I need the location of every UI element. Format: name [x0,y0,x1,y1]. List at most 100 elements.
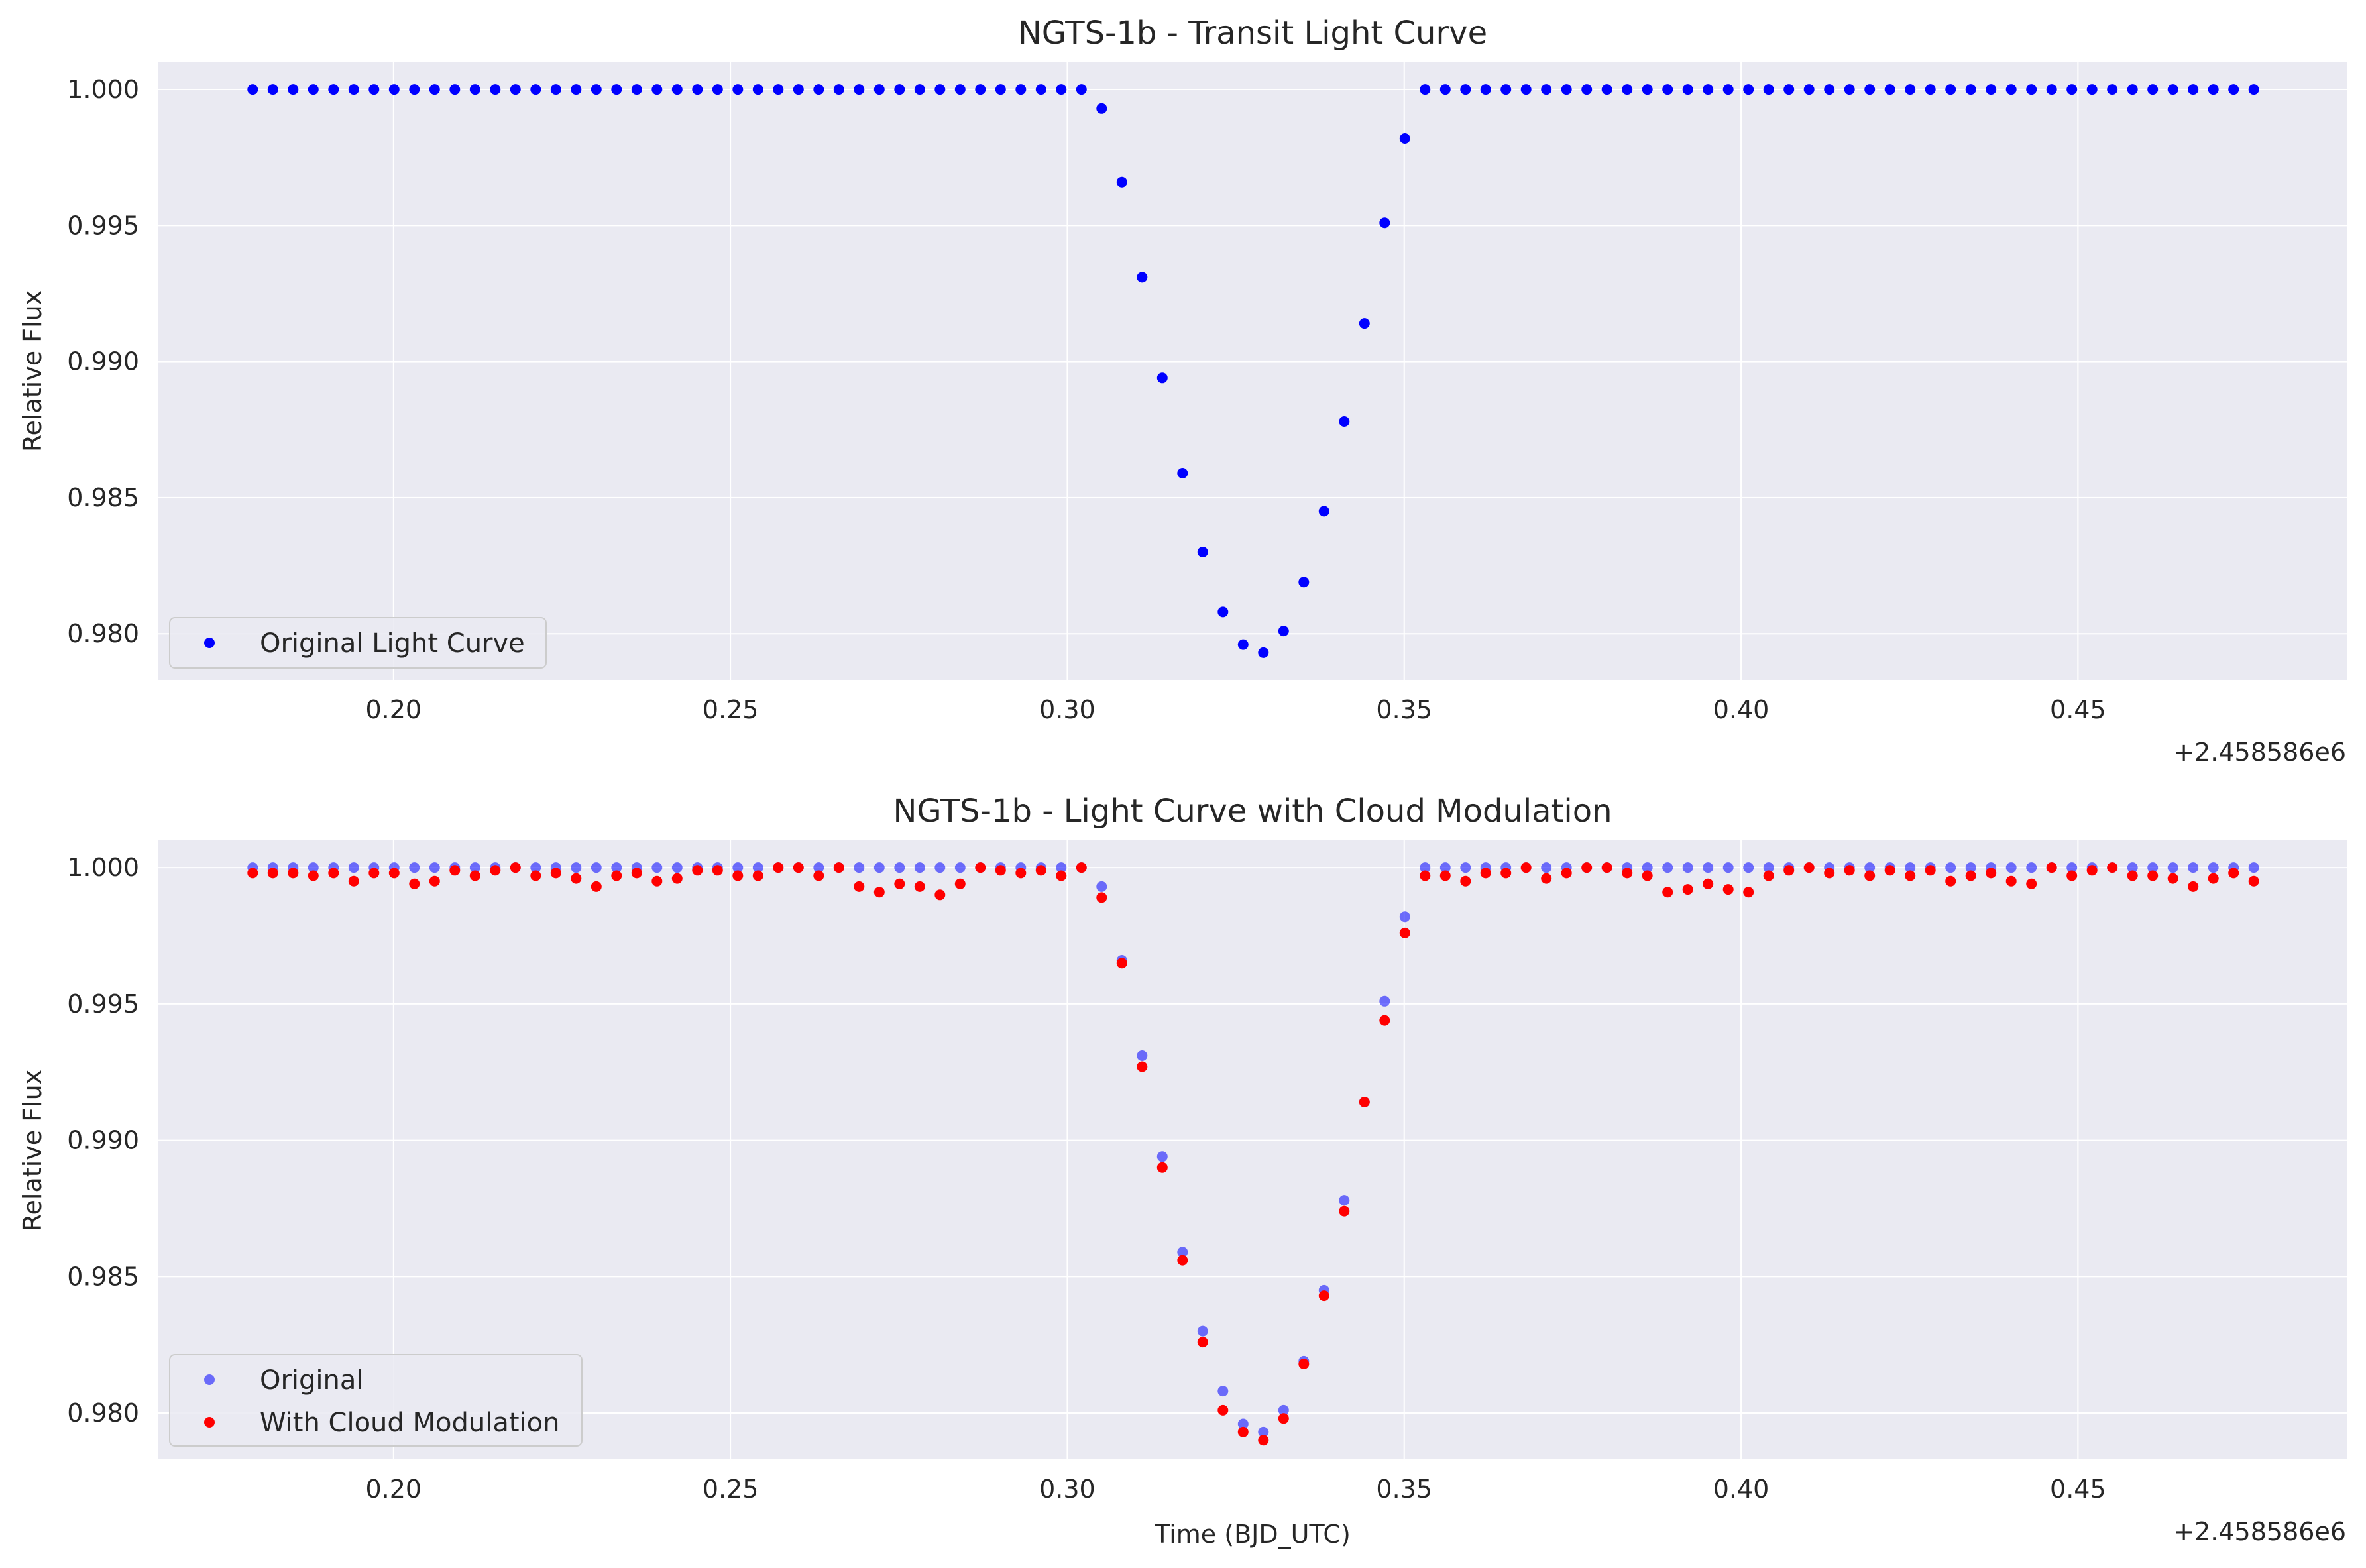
point-with-cloud-modulation [1238,1427,1249,1437]
point-original-light-curve [1319,506,1329,516]
point-original-light-curve [2168,84,2178,95]
point-original-light-curve [1298,577,1309,587]
point-with-cloud-modulation [1015,868,1026,878]
point-original-light-curve [773,84,783,95]
point-original-light-curve [1703,84,1713,95]
point-original [874,862,885,873]
point-with-cloud-modulation [1217,1405,1228,1416]
point-original-light-curve [854,84,864,95]
point-original-light-curve [510,84,521,95]
point-original-light-curve [1076,84,1087,95]
point-original [1460,862,1471,873]
point-with-cloud-modulation [1339,1206,1349,1217]
point-original-light-curve [753,84,763,95]
point-original [1137,1050,1147,1061]
point-original [1400,911,1410,922]
x-tick-labels: 0.20 0.25 0.30 0.35 0.40 0.45 [366,695,2106,724]
point-original-light-curve [449,84,460,95]
point-original-light-curve [712,84,723,95]
point-with-cloud-modulation [2249,876,2259,887]
point-with-cloud-modulation [1359,1097,1370,1107]
y-tick-label: 0.990 [67,1126,139,1155]
point-original-light-curve [1662,84,1673,95]
point-with-cloud-modulation [530,871,541,881]
point-with-cloud-modulation [773,862,783,873]
point-original-light-curve [813,84,824,95]
point-with-cloud-modulation [1481,868,1491,878]
point-with-cloud-modulation [793,862,804,873]
point-with-cloud-modulation [1885,865,1895,875]
x-axis-label: Time (BJD_UTC) [1154,1520,1351,1549]
x-tick-label: 0.45 [2050,1475,2106,1504]
y-tick-label: 0.985 [67,1262,139,1291]
x-tick-labels: 0.20 0.25 0.30 0.35 0.40 0.45 [366,1475,2106,1504]
point-with-cloud-modulation [611,871,622,881]
point-with-cloud-modulation [409,879,420,889]
point-original-light-curve [1602,84,1612,95]
point-original [1703,862,1713,873]
point-original-light-curve [834,84,844,95]
point-original-light-curve [2047,84,2057,95]
point-with-cloud-modulation [1905,871,1915,881]
x-tick-label: 0.35 [1376,1475,1432,1504]
point-original-light-curve [368,84,379,95]
point-original [2208,862,2219,873]
y-tick-labels: 0.9800.9850.9900.9951.000 [67,853,139,1428]
point-with-cloud-modulation [1602,862,1612,873]
legend: Original With Cloud Modulation [170,1355,582,1446]
point-with-cloud-modulation [490,865,500,875]
point-with-cloud-modulation [1541,873,1551,884]
point-with-cloud-modulation [1925,865,1936,875]
point-original-light-curve [1339,416,1349,427]
point-with-cloud-modulation [632,868,642,878]
point-original [1662,862,1673,873]
point-with-cloud-modulation [389,868,400,878]
point-with-cloud-modulation [1096,892,1107,903]
point-original-light-curve [934,84,945,95]
point-original-light-curve [1642,84,1653,95]
point-with-cloud-modulation [753,871,763,881]
point-original-light-curve [955,84,966,95]
point-original-light-curve [2026,84,2037,95]
point-original-light-curve [1117,177,1127,188]
point-original-light-curve [1481,84,1491,95]
point-original [429,862,440,873]
point-original-light-curve [2147,84,2158,95]
point-with-cloud-modulation [1703,879,1713,889]
plot-area [158,62,2347,680]
point-original-light-curve [1278,626,1289,636]
chart-title: NGTS-1b - Light Curve with Cloud Modulat… [893,793,1612,830]
point-with-cloud-modulation [1723,884,1734,895]
point-original [1541,862,1551,873]
point-with-cloud-modulation [712,865,723,875]
point-with-cloud-modulation [1683,884,1693,895]
point-with-cloud-modulation [349,876,359,887]
point-original [672,862,683,873]
point-original-light-curve [1844,84,1855,95]
point-with-cloud-modulation [1379,1015,1390,1026]
point-original-light-curve [915,84,925,95]
point-original-light-curve [1217,606,1228,617]
x-tick-label: 0.30 [1039,695,1096,724]
point-with-cloud-modulation [1662,887,1673,897]
x-tick-label: 0.35 [1376,695,1432,724]
y-tick-label: 0.995 [67,989,139,1019]
point-original-light-curve [672,84,683,95]
point-original-light-curve [247,84,258,95]
point-with-cloud-modulation [449,865,460,875]
point-with-cloud-modulation [1177,1255,1188,1266]
point-original-light-curve [1622,84,1632,95]
legend-marker-original [204,1374,215,1385]
point-original-light-curve [1056,84,1066,95]
x-tick-label: 0.40 [1713,1475,1770,1504]
point-original-light-curve [288,84,298,95]
point-original [934,862,945,873]
point-with-cloud-modulation [2107,862,2117,873]
point-with-cloud-modulation [268,868,278,878]
point-original-light-curve [2066,84,2077,95]
point-original [651,862,662,873]
point-original-light-curve [1177,468,1188,478]
point-original-light-curve [1036,84,1046,95]
point-original-light-curve [2208,84,2219,95]
point-original-light-curve [632,84,642,95]
